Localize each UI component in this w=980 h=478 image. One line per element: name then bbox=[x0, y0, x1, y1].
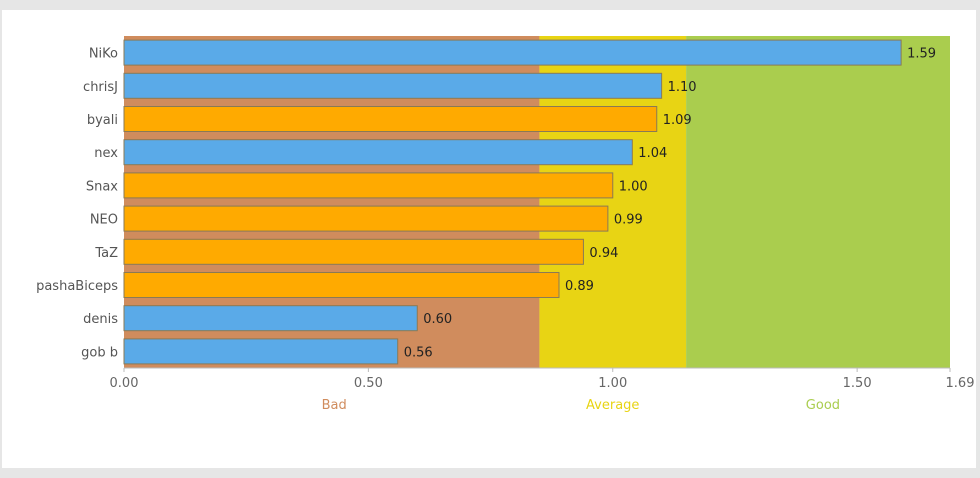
band-label-bad: Bad bbox=[322, 398, 347, 413]
value-label: 1.09 bbox=[663, 113, 692, 128]
bar-nex bbox=[123, 139, 633, 166]
bar-niko bbox=[123, 39, 902, 66]
category-label: pashaBiceps bbox=[36, 279, 118, 294]
x-tick-label: 0.50 bbox=[354, 376, 383, 391]
value-label: 1.04 bbox=[638, 146, 667, 161]
value-label: 1.59 bbox=[907, 47, 936, 62]
category-label: TaZ bbox=[94, 246, 118, 261]
value-label: 0.89 bbox=[565, 279, 594, 294]
bar-denis bbox=[123, 305, 418, 332]
x-tick-label: 1.69 bbox=[946, 376, 975, 391]
bar-taz bbox=[123, 238, 584, 265]
value-label: 0.94 bbox=[589, 246, 618, 261]
value-label: 1.00 bbox=[619, 179, 648, 194]
bar-chrisj bbox=[123, 72, 663, 99]
bar-snax bbox=[123, 172, 614, 199]
value-label: 0.99 bbox=[614, 213, 643, 228]
band-good bbox=[686, 36, 950, 368]
category-label: NiKo bbox=[89, 47, 118, 62]
category-label: nex bbox=[94, 146, 118, 161]
value-label: 0.56 bbox=[404, 345, 433, 360]
value-label: 1.10 bbox=[668, 80, 697, 95]
category-label: NEO bbox=[90, 213, 118, 228]
category-label: chrisJ bbox=[83, 80, 118, 95]
category-label: Snax bbox=[86, 179, 118, 194]
band-label-good: Good bbox=[806, 398, 840, 413]
rating-bar-chart: NiKo 1.59 chrisJ 1.10 byali 1.09 nex 1.04 Snax 1.… bbox=[36, 36, 975, 413]
bar-gob-b bbox=[123, 338, 399, 365]
category-label: denis bbox=[83, 312, 118, 327]
bar-pashabiceps bbox=[123, 272, 560, 298]
category-label: gob b bbox=[81, 345, 118, 360]
category-label: byali bbox=[87, 113, 118, 128]
x-tick-label: 1.00 bbox=[598, 376, 627, 391]
band-label-average: Average bbox=[586, 398, 639, 413]
x-tick-label: 1.50 bbox=[843, 376, 872, 391]
chart-panel: NiKo 1.59 chrisJ 1.10 byali 1.09 nex 1.04 Snax 1.… bbox=[2, 10, 976, 468]
x-tick-label: 0.00 bbox=[110, 376, 139, 391]
bar-neo bbox=[123, 205, 609, 232]
bar-byali bbox=[123, 106, 658, 132]
value-label: 0.60 bbox=[423, 312, 452, 327]
